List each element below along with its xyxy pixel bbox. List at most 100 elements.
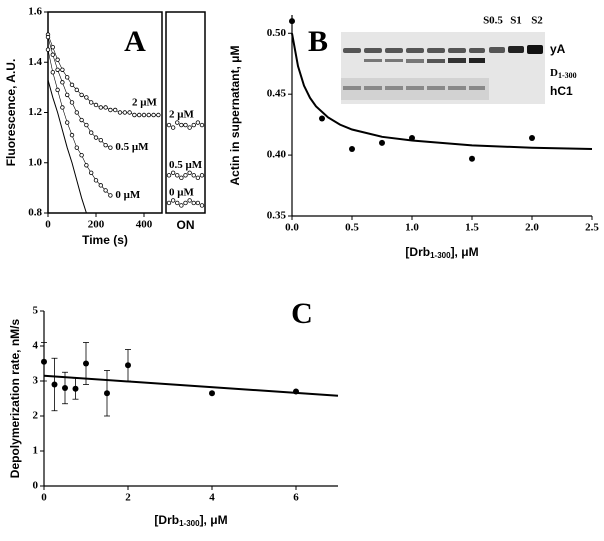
data-point bbox=[51, 381, 58, 388]
trace-point bbox=[74, 145, 79, 150]
data-point bbox=[41, 358, 47, 365]
axis-label-part: [Drb bbox=[405, 245, 430, 259]
data-point bbox=[379, 139, 385, 146]
lane-label: S2 bbox=[531, 15, 543, 27]
on-point bbox=[170, 198, 176, 203]
x-tick-label: 0.0 bbox=[285, 222, 299, 234]
trace-point bbox=[93, 178, 99, 183]
x-tick-label: 1.5 bbox=[465, 222, 479, 234]
trace-point bbox=[84, 122, 89, 128]
on-point bbox=[195, 120, 201, 125]
trace-point bbox=[69, 82, 75, 88]
x-axis-label: Time (s) bbox=[82, 233, 128, 247]
axis-label: [Drb1-300], μM bbox=[405, 245, 478, 260]
y-tick-label: 0.8 bbox=[28, 207, 42, 219]
trace-point bbox=[151, 112, 156, 118]
on-panel-frame bbox=[165, 11, 206, 214]
trace-point bbox=[98, 105, 103, 110]
trace-point bbox=[74, 87, 79, 93]
trace-point bbox=[84, 95, 89, 100]
x-tick-label: 200 bbox=[88, 219, 105, 231]
trace-point bbox=[45, 34, 51, 40]
on-point bbox=[183, 122, 188, 128]
trace-point bbox=[79, 117, 84, 123]
x-tick-label: 6 bbox=[293, 492, 299, 504]
band-label: D1-300 bbox=[550, 67, 577, 80]
on-point bbox=[179, 203, 184, 208]
on-trace-label: 2 μM bbox=[169, 109, 194, 121]
data-point bbox=[83, 360, 89, 367]
panel-letter: A bbox=[124, 25, 146, 58]
trace-point bbox=[88, 100, 94, 105]
y-tick-label: 0.45 bbox=[267, 88, 287, 100]
trace-point bbox=[55, 87, 60, 93]
trace-point bbox=[60, 67, 65, 72]
axis-label-part: ], μM bbox=[451, 245, 479, 259]
band-label-main: D bbox=[550, 67, 558, 79]
trace-point bbox=[108, 145, 113, 150]
trace-point bbox=[84, 163, 89, 168]
on-point bbox=[191, 173, 196, 178]
trace-point bbox=[64, 92, 70, 98]
on-point bbox=[179, 175, 184, 181]
trace-point bbox=[64, 120, 70, 125]
y-tick-label: 1.0 bbox=[28, 156, 42, 168]
on-point bbox=[175, 200, 180, 206]
fit-line bbox=[43, 374, 339, 397]
on-point bbox=[166, 200, 172, 206]
on-trace-label: 0 μM bbox=[169, 186, 194, 198]
y-tick-label: 1.6 bbox=[28, 6, 42, 18]
data-point bbox=[104, 390, 110, 397]
trace-point bbox=[60, 80, 65, 85]
trace-point bbox=[103, 188, 108, 193]
data-point bbox=[125, 362, 131, 369]
x-tick-label: 4 bbox=[209, 492, 215, 504]
data-point bbox=[319, 115, 325, 122]
on-point bbox=[191, 200, 196, 206]
fit-line bbox=[291, 33, 593, 150]
lane-label: S1 bbox=[510, 15, 522, 27]
x-tick-label: 2.0 bbox=[525, 222, 539, 234]
trace-point bbox=[88, 130, 94, 135]
x-tick-label: 2.5 bbox=[585, 222, 599, 234]
trace-point bbox=[50, 52, 55, 57]
y-tick-label: 4 bbox=[33, 340, 39, 352]
on-point bbox=[195, 200, 201, 206]
trace-point bbox=[55, 57, 60, 62]
on-point bbox=[183, 200, 188, 206]
on-point bbox=[170, 125, 176, 130]
trace-label: 0 μM bbox=[115, 189, 140, 201]
data-point bbox=[469, 155, 475, 162]
trace-point bbox=[45, 47, 51, 52]
axis-label-sub: 1-300 bbox=[179, 519, 200, 528]
trace-point bbox=[98, 137, 103, 143]
y-tick-label: 3 bbox=[33, 375, 39, 387]
trace-line bbox=[47, 79, 87, 214]
trace-point bbox=[103, 105, 108, 110]
trace-point bbox=[50, 44, 55, 50]
axis-label: [Drb1-300], μM bbox=[154, 513, 227, 528]
data-point bbox=[529, 135, 535, 142]
y-tick-label: 1.4 bbox=[28, 56, 42, 68]
on-trace-label: 0.5 μM bbox=[169, 159, 203, 171]
panel-letter: C bbox=[291, 297, 313, 330]
data-point bbox=[293, 388, 299, 395]
on-point bbox=[170, 170, 176, 175]
trace-point bbox=[122, 110, 127, 115]
y-axis-label: Fluorescence, A.U. bbox=[4, 59, 18, 167]
trace-label: 0.5 μM bbox=[115, 141, 149, 153]
band-label: yA bbox=[550, 42, 566, 56]
trace-point bbox=[136, 112, 142, 118]
x-tick-label: 0 bbox=[41, 492, 47, 504]
y-tick-label: 5 bbox=[33, 305, 39, 317]
trace-point bbox=[112, 107, 118, 113]
x-tick-label: 0.5 bbox=[345, 222, 359, 234]
band-label: hC1 bbox=[550, 84, 573, 98]
on-point bbox=[199, 173, 205, 178]
on-point bbox=[199, 122, 205, 128]
gel-inset bbox=[341, 32, 545, 104]
trace-label: 2 μM bbox=[132, 97, 157, 109]
trace-point bbox=[108, 107, 113, 113]
on-point bbox=[175, 120, 180, 125]
